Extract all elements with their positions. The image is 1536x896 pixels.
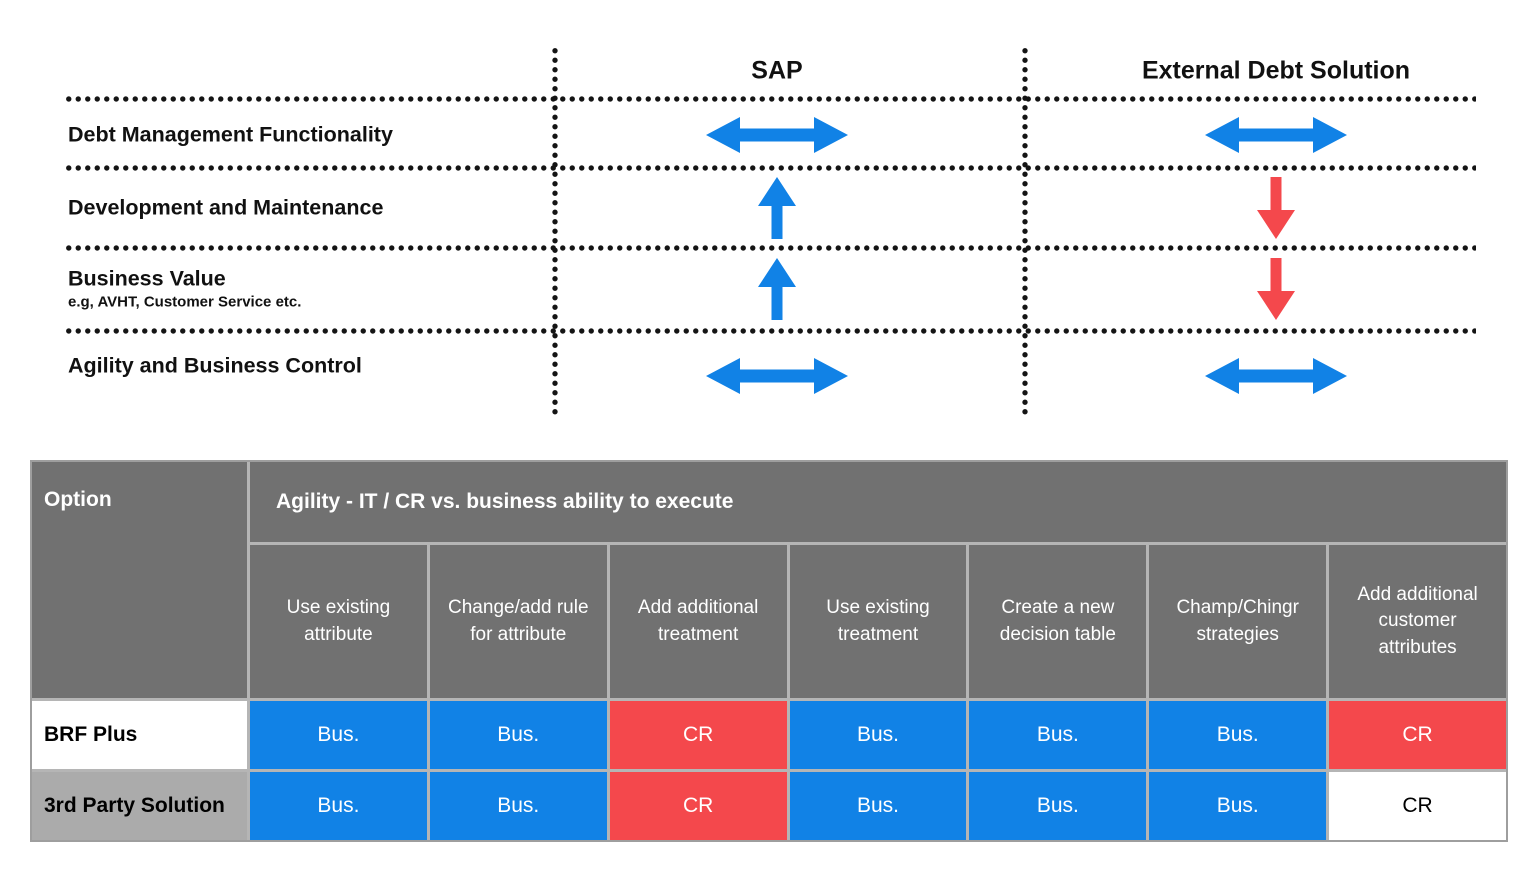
option-header-cell: Option — [32, 462, 247, 698]
group-header-cell: Agility - IT / CR vs. business ability t… — [250, 462, 1506, 542]
table-row-option-label: BRF Plus — [32, 701, 247, 769]
arrow-down-icon — [1257, 177, 1295, 239]
arrow-down-icon — [1257, 258, 1295, 320]
table-value-cell: Bus. — [250, 772, 427, 840]
table-value-cell: Bus. — [429, 772, 607, 840]
double-arrow-icon — [1205, 116, 1347, 154]
table-value-cell: Bus. — [969, 772, 1147, 840]
table-value-cell: Bus. — [789, 772, 967, 840]
arrow-up-icon — [758, 258, 796, 320]
vertical-dotted-divider — [552, 46, 558, 416]
table-value-cell: Bus. — [789, 701, 967, 769]
table-value-cell: CR — [1329, 772, 1506, 840]
horizontal-dotted-divider — [64, 165, 1476, 171]
column-header-sap: SAP — [751, 56, 803, 85]
horizontal-dotted-divider — [64, 245, 1476, 251]
table-value-cell: Bus. — [250, 701, 427, 769]
table-value-cell: Bus. — [1149, 701, 1327, 769]
column-header-external-debt-solution: External Debt Solution — [1141, 56, 1411, 85]
matrix-row-label: Business Value e.g, AVHT, Customer Servic… — [68, 266, 543, 311]
table-value-cell: CR — [609, 701, 787, 769]
table-value-cell: Bus. — [969, 701, 1147, 769]
matrix-row-label: Agility and Business Control — [68, 353, 362, 378]
horizontal-dotted-divider — [64, 96, 1476, 102]
vertical-dotted-divider — [1022, 46, 1028, 416]
options-table: Option Agility - IT / CR vs. business ab… — [30, 460, 1508, 842]
matrix-row-label: Development and Maintenance — [68, 195, 384, 220]
table-value-cell: Bus. — [1149, 772, 1327, 840]
horizontal-dotted-divider — [64, 328, 1476, 334]
matrix-row-sublabel: e.g, AVHT, Customer Service etc. — [68, 293, 302, 311]
double-arrow-icon — [706, 357, 848, 395]
table-value-cell: Bus. — [429, 701, 607, 769]
table-column-header-cell: Use existing treatment — [789, 545, 967, 698]
table-value-cell: CR — [1329, 701, 1506, 769]
comparison-matrix: SAP External Debt Solution Debt Manageme… — [64, 46, 1476, 416]
arrow-up-icon — [758, 177, 796, 239]
table-column-header-cell: Change/add rule for attribute — [429, 545, 607, 698]
table-column-header-cell: Create a new decision table — [969, 545, 1147, 698]
table-value-cell: CR — [609, 772, 787, 840]
matrix-row-label: Debt Management Functionality — [68, 122, 393, 147]
double-arrow-icon — [1205, 357, 1347, 395]
double-arrow-icon — [706, 116, 848, 154]
table-column-header-cell: Add additional customer attributes — [1329, 545, 1506, 698]
table-row-option-label: 3rd Party Solution — [32, 772, 247, 840]
table-column-header-cell: Use existing attribute — [250, 545, 427, 698]
table-column-header-cell: Add additional treatment — [609, 545, 787, 698]
table-column-header-cell: Champ/Chingr strategies — [1149, 545, 1327, 698]
